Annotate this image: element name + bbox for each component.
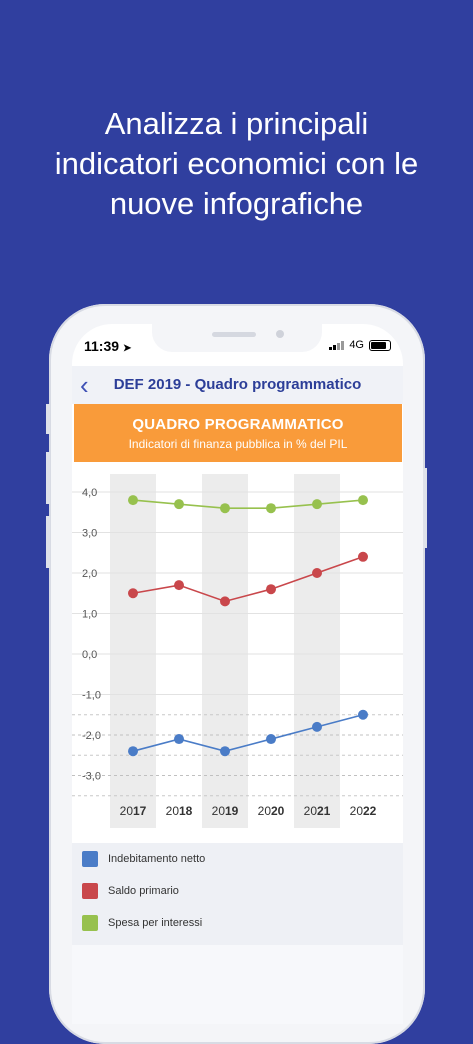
data-point bbox=[312, 499, 322, 510]
speaker bbox=[212, 332, 256, 337]
status-time: 11:39 ➤ bbox=[84, 338, 131, 354]
chart-banner: QUADRO PROGRAMMATICO Indicatori di finan… bbox=[74, 404, 402, 462]
y-tick-label: 4,0 bbox=[82, 487, 97, 499]
column-shade bbox=[110, 474, 156, 828]
chart-legend: Indebitamento netto Saldo primario Spesa… bbox=[72, 843, 403, 945]
data-point bbox=[174, 580, 184, 591]
legend-label: Indebitamento netto bbox=[108, 853, 206, 865]
series-line bbox=[132, 499, 364, 510]
legend-item-indebitamento: Indebitamento netto bbox=[82, 851, 205, 867]
data-point bbox=[358, 551, 368, 562]
nav-bar: ‹ DEF 2019 - Quadro programmatico bbox=[72, 366, 403, 404]
phone-side-button bbox=[46, 404, 50, 434]
y-tick-label: -2,0 bbox=[82, 730, 101, 742]
battery-icon bbox=[369, 339, 391, 351]
y-tick-label: -3,0 bbox=[82, 771, 101, 783]
headline-line-1: Analizza i principali bbox=[104, 106, 369, 141]
data-point bbox=[358, 709, 368, 720]
network-label: 4G bbox=[349, 339, 364, 351]
data-point bbox=[266, 734, 276, 745]
x-tick-label: 2018 bbox=[166, 804, 193, 818]
data-point bbox=[220, 596, 230, 607]
column-shade bbox=[294, 474, 340, 828]
data-point bbox=[128, 588, 138, 599]
data-point bbox=[312, 721, 322, 732]
data-point bbox=[174, 734, 184, 745]
headline-line-2: indicatori economici con le bbox=[54, 146, 419, 181]
phone-power-button bbox=[423, 468, 427, 548]
y-tick-label: 1,0 bbox=[82, 609, 97, 621]
legend-label: Spesa per interessi bbox=[108, 917, 203, 929]
data-point bbox=[220, 503, 230, 514]
notch bbox=[152, 324, 322, 352]
series-line bbox=[132, 713, 364, 753]
line-chart: 4,0 3,0 2,0 1,0 0,0 -1,0 -2,0 -3,0 2017 2018 2019 2… bbox=[72, 474, 403, 828]
x-tick-label: 2017 bbox=[120, 804, 147, 818]
data-point bbox=[174, 499, 184, 510]
y-tick-label: 3,0 bbox=[82, 528, 97, 540]
y-tick-label: -1,0 bbox=[82, 690, 101, 702]
phone-volume-down bbox=[46, 516, 50, 568]
legend-swatch bbox=[82, 851, 98, 867]
legend-label: Saldo primario bbox=[108, 885, 179, 897]
x-tick-label: 2022 bbox=[350, 804, 377, 818]
status-indicators: 4G bbox=[329, 339, 391, 351]
legend-swatch bbox=[82, 883, 98, 899]
chevron-left-icon[interactable]: ‹ bbox=[80, 370, 89, 400]
y-tick-label: 0,0 bbox=[82, 649, 97, 661]
headline: Analizza i principali indicatori economi… bbox=[0, 104, 473, 224]
x-tick-label: 2020 bbox=[258, 804, 285, 818]
camera bbox=[276, 330, 284, 338]
column-shade bbox=[202, 474, 248, 828]
y-tick-label: 2,0 bbox=[82, 568, 97, 580]
series-line bbox=[132, 556, 364, 603]
banner-subtitle: Indicatori di finanza pubblica in % del … bbox=[128, 437, 348, 451]
data-point bbox=[128, 495, 138, 506]
data-point bbox=[220, 746, 230, 757]
phone-volume-up bbox=[46, 452, 50, 504]
signal-icon bbox=[329, 340, 345, 350]
x-tick-label: 2021 bbox=[304, 804, 331, 818]
legend-item-saldo: Saldo primario bbox=[82, 883, 179, 899]
location-arrow-icon: ➤ bbox=[122, 343, 132, 354]
status-time-text: 11:39 bbox=[84, 338, 120, 354]
data-point bbox=[128, 746, 138, 757]
bottom-area bbox=[72, 945, 403, 1024]
data-point bbox=[312, 568, 322, 578]
legend-item-spesa: Spesa per interessi bbox=[82, 915, 202, 931]
phone-screen: 11:39 ➤ 4G ‹ DEF 2019 - Quadro programma… bbox=[72, 324, 403, 1024]
banner-title: QUADRO PROGRAMMATICO bbox=[132, 416, 344, 433]
data-point bbox=[266, 584, 276, 595]
headline-line-3: nuove infografiche bbox=[109, 186, 364, 221]
nav-title: DEF 2019 - Quadro programmatico bbox=[113, 376, 362, 393]
x-tick-label: 2019 bbox=[212, 804, 239, 818]
data-point bbox=[266, 503, 276, 514]
data-point bbox=[358, 495, 368, 506]
legend-swatch bbox=[82, 915, 98, 931]
